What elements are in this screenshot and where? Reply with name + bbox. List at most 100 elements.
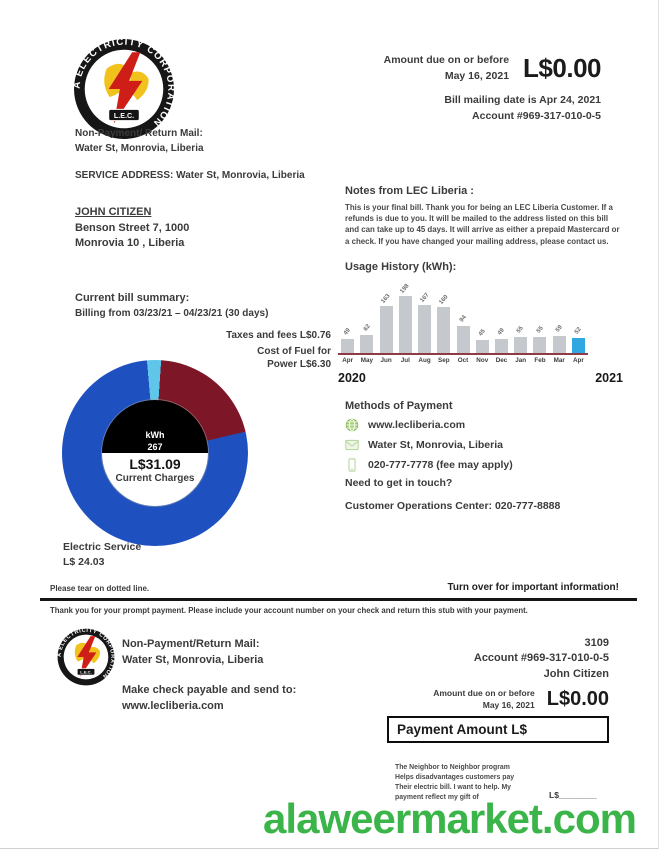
bar-value-label: 55 xyxy=(535,325,545,335)
usage-bar xyxy=(494,339,508,353)
lec-logo: LIBERIA ELECTRICITY CORPORATION L.E.C. xyxy=(73,38,175,140)
stub-number: 3109 xyxy=(584,637,609,649)
lightning-bolt-icon xyxy=(77,636,97,677)
payment-phone: 020-777-7778 (fee may apply) xyxy=(368,459,513,471)
usage-bar xyxy=(475,340,489,353)
stub-return-mail-address: Water St, Monrovia, Liberia xyxy=(122,653,264,666)
payment-method-mail: Water St, Monrovia, Liberia xyxy=(345,438,627,452)
bar-column-may-1: 62 xyxy=(357,323,376,353)
stub-amount-due-label: Amount due on or before xyxy=(433,688,535,699)
account-number: Account #969-317-010-0-5 xyxy=(472,109,601,122)
month-label: Sep xyxy=(438,357,450,364)
bar-value-label: 52 xyxy=(573,326,583,336)
gift-amount-field: L$________ xyxy=(549,789,597,800)
bar-column-apr-12: 52 xyxy=(569,326,588,353)
bar-value-label: 160 xyxy=(438,294,450,306)
payment-mail-address: Water St, Monrovia, Liberia xyxy=(368,439,503,451)
usage-bar xyxy=(456,326,470,353)
logo-abbr: L.E.C. xyxy=(80,670,91,675)
amount-due-value: L$0.00 xyxy=(523,53,601,83)
amount-due-block: Amount due on or before May 16, 2021 L$0… xyxy=(384,53,602,125)
tear-divider-line xyxy=(40,598,637,601)
neighbor-program-text: The Neighbor to Neighbor program Helps d… xyxy=(395,763,515,801)
bar-value-label: 163 xyxy=(380,293,392,305)
bar-column-sep-5: 160 xyxy=(434,294,453,353)
bar-value-label: 59 xyxy=(554,324,564,334)
payment-website: www.lecliberia.com xyxy=(368,419,466,431)
bar-value-label: 49 xyxy=(343,327,353,337)
bar-column-aug-4: 167 xyxy=(415,292,434,353)
month-label: Jan xyxy=(515,357,527,364)
kwh-value: 267 xyxy=(147,441,163,452)
bar-value-label: 49 xyxy=(497,327,506,337)
payment-method-phone: 020-777-7778 (fee may apply) xyxy=(345,458,627,472)
stub-account-number: Account #969-317-010-0-5 xyxy=(473,652,609,665)
return-mail-block: Non-Payment/ Return Mail: Water St, Monr… xyxy=(75,126,204,156)
bar-column-apr-0: 49 xyxy=(338,327,357,353)
bar-column-jul-3: 198 xyxy=(396,283,415,353)
years-row: 2020 2021 xyxy=(338,371,623,385)
neighbor-program-block: The Neighbor to Neighbor program Helps d… xyxy=(395,763,609,803)
month-label: May xyxy=(360,357,373,364)
bill-summary: Current bill summary: Billing from 03/23… xyxy=(75,291,268,321)
notes-body: This is your final bill. Thank you for b… xyxy=(345,203,620,246)
usage-bar xyxy=(418,305,432,353)
usage-bar xyxy=(437,307,451,353)
watermark-text: alaweermarket.com xyxy=(263,795,637,842)
total-charges-value: L$31.09 xyxy=(129,456,181,472)
globe-icon xyxy=(345,418,359,432)
bars-row: 49 62 163 198 167 160 94 45 49 55 55 59 52 xyxy=(338,279,588,353)
usage-bar xyxy=(514,337,528,353)
fuel-cost-label: Cost of Fuel for Power L$6.30 xyxy=(257,346,331,370)
bar-value-label: 167 xyxy=(419,292,431,304)
usage-bar xyxy=(360,335,374,353)
month-label: Jun xyxy=(380,357,392,364)
return-mail-address: Water St, Monrovia, Liberia xyxy=(75,143,204,154)
billing-period: Billing from 03/23/21 – 04/23/21 (30 day… xyxy=(75,307,269,319)
usage-bar xyxy=(398,296,412,353)
mobile-phone-icon xyxy=(348,458,356,472)
customer-address-block: JOHN CITIZEN Benson Street 7, 1000 Monro… xyxy=(75,205,189,252)
bar-value-label: 62 xyxy=(362,323,372,333)
bar-column-jan-9: 55 xyxy=(511,325,530,353)
stub-amount-due-date: May 16, 2021 xyxy=(482,700,535,711)
get-in-touch: Need to get in touch? xyxy=(345,477,453,489)
payment-amount-box: Payment Amount L$ xyxy=(387,715,609,743)
envelope-icon xyxy=(345,439,359,451)
bar-column-jun-2: 163 xyxy=(376,293,395,353)
month-label: Feb xyxy=(534,357,546,364)
lec-logo-graphic-small: LIBERIA ELECTRICITY CORPORATION L.E.C. xyxy=(57,628,115,686)
customer-name: JOHN CITIZEN xyxy=(75,206,152,218)
customer-city: Monrovia 10 , Liberia xyxy=(75,237,185,250)
usage-history-title: Usage History (kWh): xyxy=(345,261,457,273)
return-mail-label: Non-Payment/ Return Mail: xyxy=(75,128,203,139)
taxes-fees-label: Taxes and fees L$0.76 xyxy=(226,330,331,341)
stub-payment-block: 3109 Account #969-317-010-0-5 John Citiz… xyxy=(387,636,609,803)
chart-axis-line xyxy=(338,353,588,355)
tear-instruction: Please tear on dotted line. xyxy=(50,584,150,593)
amount-due-date: May 16, 2021 xyxy=(444,69,510,82)
month-label: Nov xyxy=(476,357,489,364)
charges-donut-chart: kWh 267 L$31.09 Current Charges xyxy=(62,360,248,546)
service-address: SERVICE ADDRESS: Water St, Monrovia, Lib… xyxy=(75,170,305,181)
logo-abbr: L.E.C. xyxy=(114,112,134,120)
stub-address-block: Non-Payment/Return Mail: Water St, Monro… xyxy=(122,637,296,715)
month-label: Jul xyxy=(400,357,410,364)
lec-logo-graphic: LIBERIA ELECTRICITY CORPORATION L.E.C. xyxy=(73,38,175,139)
total-charges-caption: Current Charges xyxy=(115,473,195,484)
usage-bar-chart: 49 62 163 198 167 160 94 45 49 55 55 59 52 Apr May Jun… xyxy=(338,279,623,385)
donut-center: kWh 267 L$31.09 Current Charges xyxy=(102,400,208,506)
usage-bar xyxy=(533,337,547,353)
bill-mailing-date: Bill mailing date is Apr 24, 2021 xyxy=(444,94,601,106)
usage-bar xyxy=(379,306,393,353)
bill-summary-title: Current bill summary: xyxy=(75,292,190,304)
year-left: 2020 xyxy=(338,371,366,385)
bar-value-label: 55 xyxy=(516,325,526,335)
stub-return-mail-label: Non-Payment/Return Mail: xyxy=(122,638,260,650)
payment-method-web: www.lecliberia.com xyxy=(345,418,627,432)
turn-over-note: Turn over for important information! xyxy=(447,582,619,593)
bar-column-nov-7: 45 xyxy=(473,329,492,353)
payment-methods-section: Methods of Payment www.lecliberia.com Wa… xyxy=(345,400,627,512)
usage-bar xyxy=(552,336,566,353)
